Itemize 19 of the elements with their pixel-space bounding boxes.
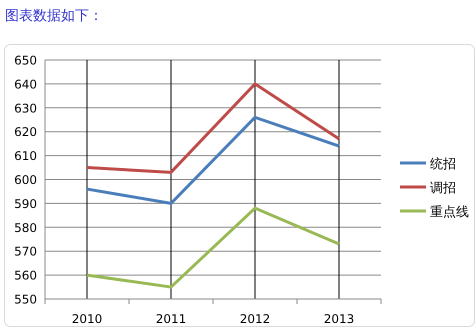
x-tick-label: 2012 — [240, 312, 270, 326]
title: 图表数据如下： — [5, 8, 103, 24]
y-tick-label: 610 — [14, 149, 37, 164]
legend-label: 重点线 — [430, 205, 469, 220]
y-tick-label: 550 — [14, 292, 37, 306]
y-tick-label: 560 — [14, 268, 37, 283]
y-tick-label: 640 — [14, 77, 37, 92]
y-tick-label: 570 — [14, 244, 37, 259]
y-tick-label: 580 — [14, 220, 37, 235]
y-tick-label: 590 — [14, 196, 37, 211]
x-tick-label: 2013 — [324, 312, 354, 326]
y-tick-label: 650 — [14, 54, 37, 68]
y-tick-label: 600 — [14, 173, 37, 187]
y-tick-label: 630 — [14, 101, 37, 116]
x-tick-label: 2010 — [72, 312, 102, 326]
y-tick-label: 620 — [14, 125, 37, 140]
legend-label: 调招 — [430, 181, 456, 196]
x-tick-label: 2011 — [156, 312, 186, 326]
legend-label: 统招 — [430, 157, 456, 172]
